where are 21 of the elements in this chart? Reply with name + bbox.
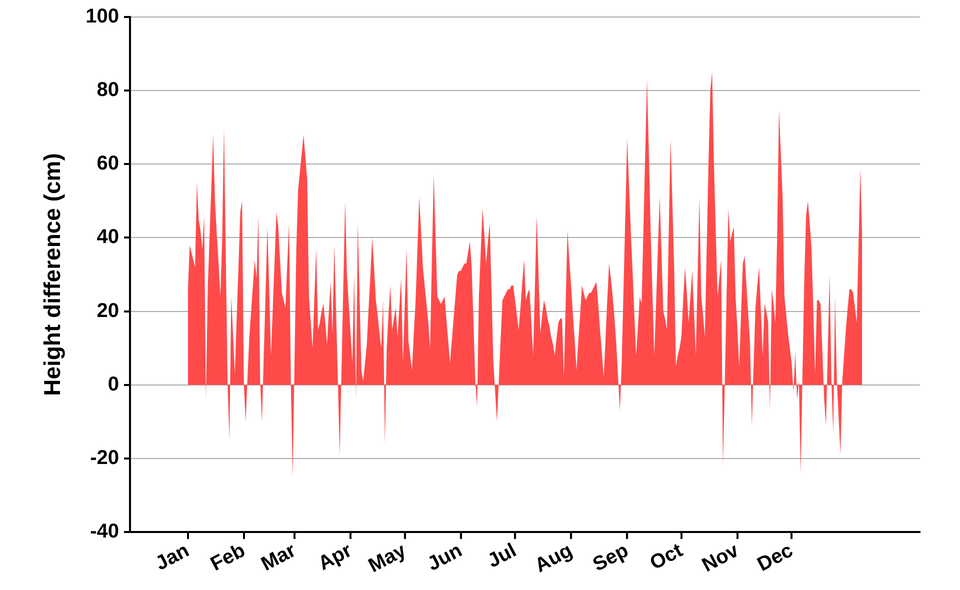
x-tick-label: Dec: [754, 539, 797, 576]
y-tick-label: 20: [96, 300, 119, 322]
y-tick-label: -40: [90, 520, 119, 543]
x-tick-label: Sep: [589, 539, 632, 576]
x-tick-label: Jun: [424, 539, 466, 576]
x-tick-label: Jan: [152, 539, 193, 576]
y-tick-label: 100: [86, 6, 119, 28]
x-tick-label: Apr: [314, 539, 356, 576]
x-tick-label: Oct: [646, 539, 687, 575]
y-axis-title: Height difference (cm): [39, 153, 66, 396]
y-tick-label: 40: [96, 226, 119, 248]
x-tick-label: Feb: [207, 539, 249, 576]
y-tick-label: 80: [96, 79, 119, 102]
y-tick-label: 0: [108, 373, 119, 396]
x-tick-label: Mar: [258, 539, 300, 576]
y-tick-label: -20: [90, 446, 119, 469]
x-tick-label: Aug: [531, 539, 576, 578]
x-tick-label: May: [365, 539, 410, 578]
x-tick-label: Nov: [698, 539, 744, 577]
y-tick-label: 60: [96, 152, 119, 175]
x-tick-label: Jul: [484, 539, 520, 572]
